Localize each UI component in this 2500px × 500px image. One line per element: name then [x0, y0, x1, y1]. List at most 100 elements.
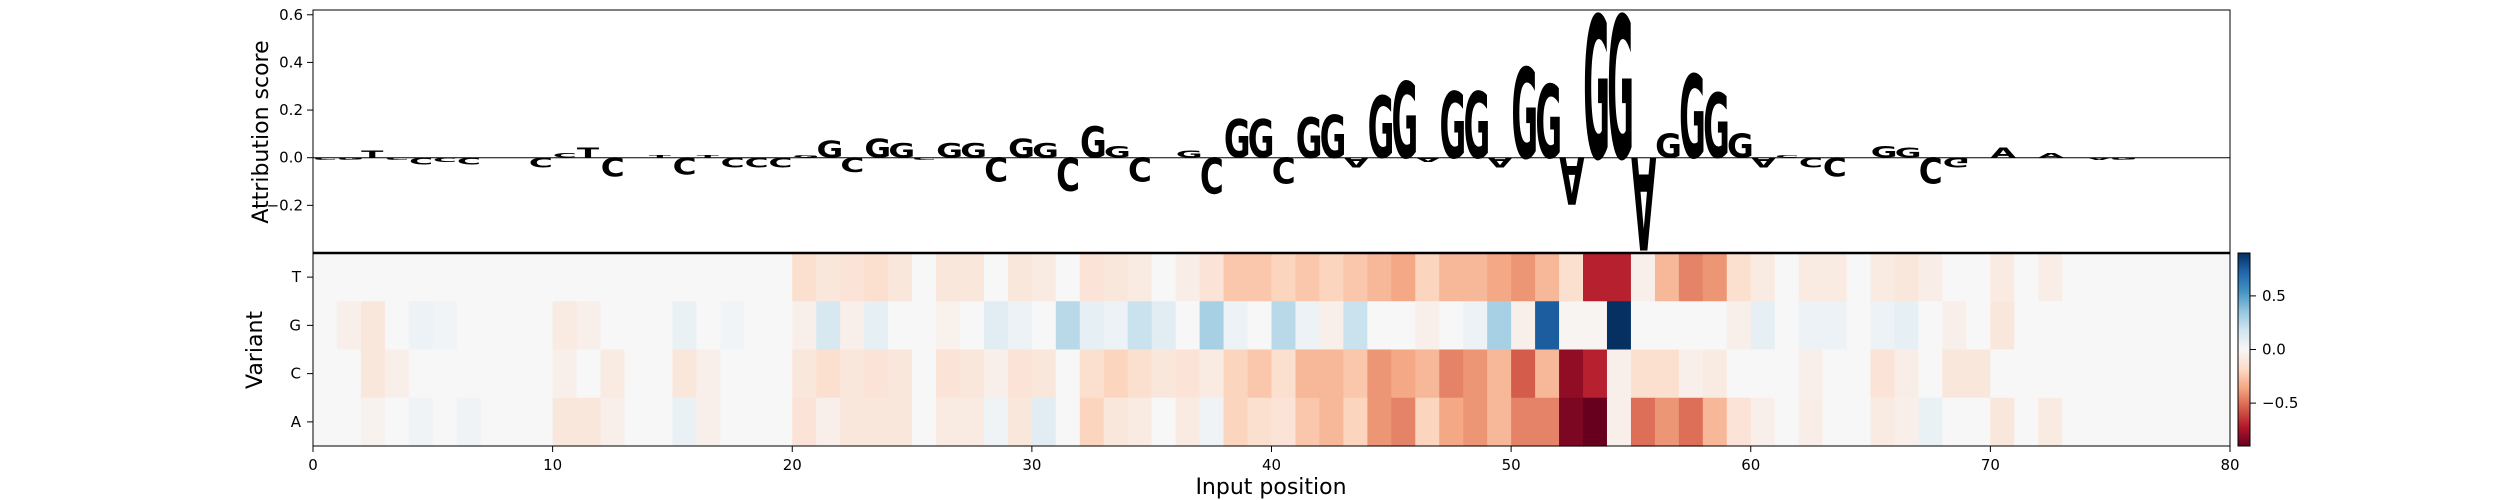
heatmap-cell: [528, 349, 554, 399]
heatmap-cell: [600, 397, 626, 447]
heatmap-y-axis: T G C A: [289, 268, 313, 431]
colorbar-tick-label: −0.5: [2262, 394, 2298, 412]
heatmap-cell: [1319, 253, 1344, 302]
heatmap-cell: [1199, 349, 1225, 399]
heatmap-cell: [1295, 349, 1321, 399]
heatmap-cell: [2014, 253, 2039, 302]
heatmap-cell: [1103, 349, 1129, 399]
heatmap-cell: [1942, 349, 1968, 399]
heatmap-cell: [1630, 301, 1656, 351]
heatmap-cell: [1031, 301, 1057, 351]
logo-letter-glyph: A: [1559, 141, 1584, 217]
heatmap-cell: [336, 301, 362, 351]
heatmap-cell: [983, 349, 1009, 399]
heatmap-cell: [2110, 301, 2135, 351]
logo-letter-glyph: C: [1823, 152, 1847, 182]
logo-letter: C: [529, 155, 553, 170]
logo-letter-glyph: G: [1583, 0, 1610, 205]
logo-letter-glyph: G: [337, 157, 364, 161]
heatmap-cell: [1798, 397, 1824, 447]
heatmap-cell: [528, 397, 554, 447]
heatmap-cell: [792, 349, 817, 399]
heatmap-cell: [2110, 253, 2135, 302]
heatmap-cell: [1151, 349, 1177, 399]
logo-letter-glyph: C: [1919, 148, 1943, 190]
logo-letter-glyph: G: [960, 140, 987, 163]
logo-letter-glyph: G: [1703, 75, 1730, 178]
logo-letter-glyph: C: [912, 157, 936, 161]
logo-letter-glyph: C: [840, 153, 864, 176]
heatmap-cell: [2062, 349, 2087, 399]
heatmap-cell: [408, 349, 434, 399]
heatmap-cell: [1151, 397, 1177, 447]
logo-letter: C: [313, 157, 337, 161]
logo-letter: G: [1583, 0, 1610, 205]
heatmap-cell: [1391, 349, 1416, 399]
heatmap-cell: [1559, 397, 1584, 447]
heatmap-cell: [1535, 253, 1560, 302]
logo-letter: C: [769, 155, 793, 170]
heatmap-cell: [744, 397, 769, 447]
logo-plot-frame: [312, 9, 2231, 254]
heatmap-cell: [1103, 301, 1129, 351]
logo-letter-glyph: G: [1392, 62, 1419, 183]
heatmap-cell: [2158, 253, 2183, 302]
logo-letter-glyph: A: [1631, 128, 1656, 276]
heatmap-cell: [768, 253, 793, 302]
heatmap-cell: [1654, 397, 1680, 447]
heatmap-panel: T G C A 0 10 20 30 40 50 60 70 80 Variant Input pos…: [243, 251, 2240, 500]
heatmap-y-tick-label: A: [291, 413, 302, 431]
logo-letter-glyph: A: [1991, 146, 2017, 161]
logo-letter: G: [936, 140, 963, 163]
logo-letter: C: [745, 155, 769, 170]
logo-letter-glyph: G: [1368, 80, 1395, 179]
heatmap-cell: [1055, 301, 1081, 351]
heatmap-cell: [1870, 301, 1896, 351]
heatmap-cell: [576, 397, 602, 447]
logo-letter-glyph: A: [2086, 157, 2111, 161]
heatmap-cell: [624, 253, 650, 302]
heatmap-cell: [1223, 253, 1249, 302]
heatmap-cell: [2062, 397, 2087, 447]
heatmap-cell: [1750, 397, 1776, 447]
heatmap-cell: [1511, 349, 1536, 399]
heatmap-cell: [1079, 397, 1105, 447]
heatmap-cell: [2206, 301, 2231, 351]
heatmap-cell: [432, 253, 458, 302]
heatmap-cell: [1391, 253, 1416, 302]
heatmap-cell: [480, 397, 506, 447]
heatmap-cell: [1487, 397, 1512, 447]
logo-y-axis-label: Attribution score: [249, 40, 274, 223]
logo-letter: G: [1511, 44, 1538, 188]
heatmap-cell: [384, 349, 410, 399]
logo-letter: G: [1008, 134, 1035, 164]
heatmap-cell: [2038, 301, 2063, 351]
heatmap-cell: [1031, 253, 1057, 302]
logo-letter-glyph: C: [673, 152, 697, 179]
heatmap-cell: [600, 349, 626, 399]
heatmap-cell: [1175, 349, 1201, 399]
heatmap-cell: [2086, 301, 2111, 351]
heatmap-cell: [1223, 349, 1249, 399]
heatmap-y-axis-label: Variant: [243, 311, 268, 389]
logo-letter: G: [1655, 128, 1682, 166]
heatmap-cell: [648, 397, 674, 447]
heatmap-cell: [1031, 349, 1057, 399]
logo-letter-glyph: G: [1176, 149, 1203, 160]
logo-letter-glyph: G: [936, 140, 963, 163]
logo-y-tick-label: −0.2: [267, 196, 303, 214]
colorbar-gradient: [2237, 252, 2251, 447]
heatmap-cell: [2086, 253, 2111, 302]
logo-letter: C: [457, 155, 481, 166]
heatmap-cell: [2182, 301, 2207, 351]
heatmap-cell: [1822, 349, 1848, 399]
heatmap-cell: [1007, 253, 1033, 302]
heatmap-cell: [959, 301, 985, 351]
heatmap-x-tick-label: 60: [1741, 456, 1760, 474]
logo-letter-glyph: G: [1679, 52, 1706, 185]
heatmap-cell: [2110, 349, 2135, 399]
heatmap-cell: [1415, 301, 1440, 351]
heatmap-cell: [1774, 349, 1800, 399]
heatmap-cell: [1894, 349, 1920, 399]
